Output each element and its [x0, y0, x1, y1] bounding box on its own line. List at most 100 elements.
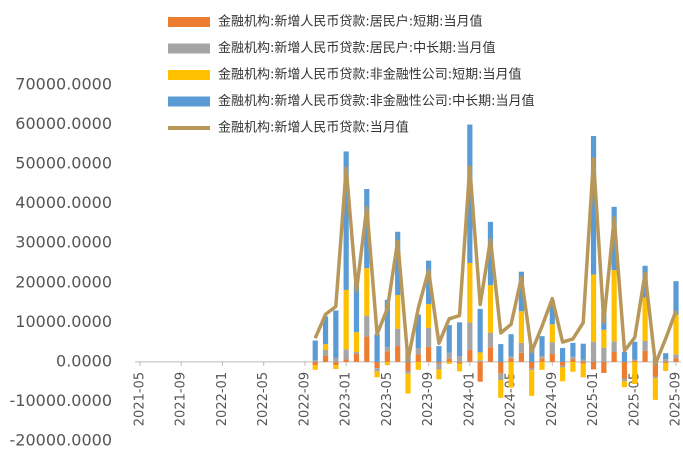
bar [673, 314, 679, 355]
bar [642, 340, 648, 351]
bar [405, 370, 411, 374]
bar [632, 361, 638, 385]
bar [364, 336, 370, 362]
bar [395, 295, 401, 329]
bar [395, 231, 401, 296]
bar [570, 342, 576, 357]
x-tick-label: 2024-05 [504, 372, 519, 426]
bar [322, 344, 329, 351]
bar [312, 360, 318, 362]
bar [374, 371, 380, 378]
bar [364, 315, 370, 337]
x-tick-label: 2023-09 [421, 372, 436, 426]
bar [539, 361, 545, 370]
bar [498, 344, 504, 362]
bar [384, 361, 390, 366]
bar [343, 359, 349, 362]
bar [333, 357, 339, 362]
legend-swatch [168, 43, 210, 54]
bar [498, 380, 504, 398]
legend-swatch [168, 17, 210, 27]
bar [673, 358, 679, 362]
bar [353, 332, 360, 352]
bar [539, 358, 545, 362]
bar [508, 334, 514, 357]
x-tick-label: 2022-01 [215, 372, 230, 426]
bar [560, 365, 566, 368]
bar [663, 363, 669, 371]
bar [333, 310, 339, 358]
x-tick-label: 2022-05 [256, 372, 271, 426]
bar [652, 378, 658, 400]
bar [652, 376, 658, 379]
bar [642, 297, 648, 341]
y-tick-label: 50000.0000 [15, 154, 112, 173]
bar [456, 322, 463, 356]
bar [333, 365, 339, 370]
bar [395, 328, 401, 347]
bar [487, 332, 494, 348]
y-tick-label: -10000.0000 [10, 391, 112, 410]
bar [549, 342, 555, 354]
legend-label: 金融机构:新增人民币贷款:非金融性公司:中长期:当月值 [218, 93, 535, 109]
bar [446, 352, 452, 359]
y-tick-label: 10000.0000 [15, 312, 112, 331]
bar [529, 370, 535, 396]
bar [642, 350, 648, 362]
bar [539, 355, 545, 359]
bar [374, 361, 380, 369]
bar [570, 359, 576, 362]
bar [529, 361, 535, 369]
x-tick-label: 2022-09 [297, 372, 312, 426]
bar [673, 281, 679, 315]
x-tick-label: 2025-01 [586, 372, 601, 426]
legend-label: 金融机构:新增人民币贷款:当月值 [218, 120, 409, 136]
bar [353, 353, 360, 362]
bar [405, 361, 411, 371]
bar [446, 361, 452, 364]
bar [426, 327, 432, 347]
bar [467, 322, 473, 351]
bar [322, 355, 329, 362]
bar [621, 378, 628, 382]
bar [621, 381, 628, 388]
bar [590, 136, 597, 275]
line [313, 157, 678, 366]
bar [580, 361, 586, 364]
y-tick-label: 20000.0000 [15, 272, 112, 291]
bar [436, 346, 442, 362]
bar [384, 351, 390, 362]
bar [436, 363, 442, 370]
bar [487, 347, 494, 362]
bar [415, 361, 421, 370]
bar [663, 361, 669, 364]
y-tick-label: -20000.0000 [10, 431, 112, 450]
bar [333, 361, 339, 366]
bar [436, 369, 442, 380]
bar [529, 368, 535, 371]
bar [580, 359, 586, 362]
y-tick-label: 60000.0000 [15, 114, 112, 133]
bar [477, 360, 483, 362]
bar [498, 361, 504, 374]
bar [549, 324, 555, 343]
bar [518, 342, 524, 353]
bar [343, 289, 349, 350]
bar [405, 373, 411, 394]
bar [508, 356, 514, 359]
bar [498, 373, 504, 381]
bar [312, 361, 318, 366]
bar [560, 361, 566, 366]
bar [343, 151, 349, 290]
bar [611, 270, 617, 342]
bar [446, 325, 452, 353]
bar [549, 300, 555, 325]
bar [549, 353, 555, 362]
y-tick-label: 30000.0000 [15, 233, 112, 252]
bar [322, 316, 329, 345]
x-tick-label: 2021-09 [174, 372, 189, 426]
bar [611, 341, 617, 352]
x-tick-label: 2023-05 [380, 372, 395, 426]
bar [364, 268, 370, 316]
